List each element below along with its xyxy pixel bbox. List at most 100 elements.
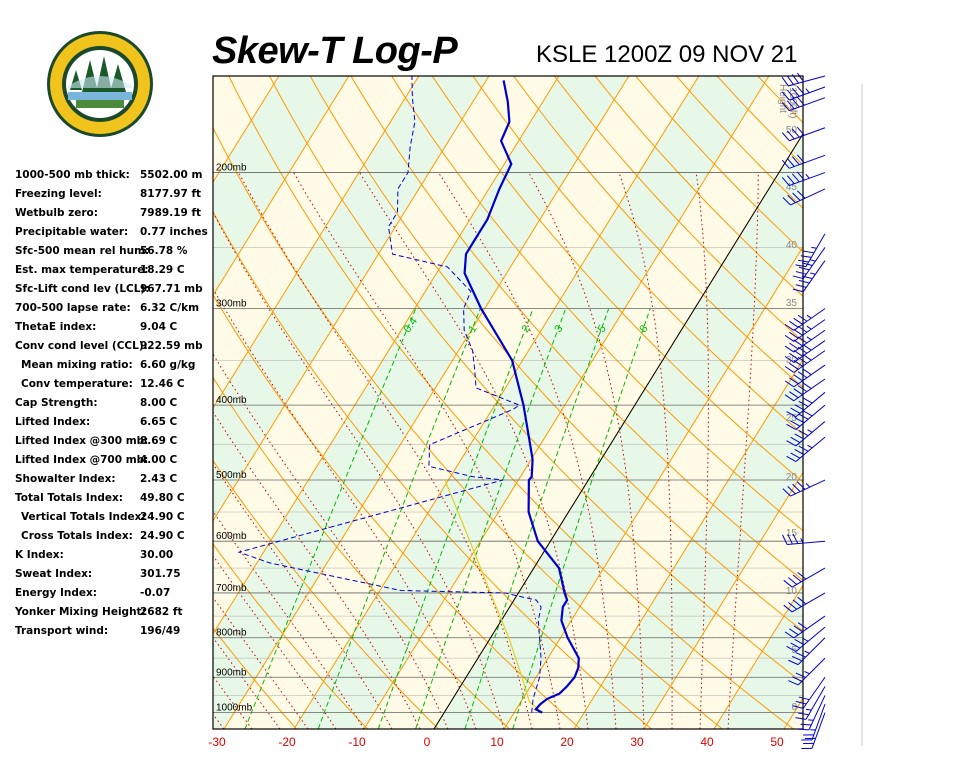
pressure-label: 800mb <box>216 628 247 639</box>
height-label: 0 <box>791 702 797 713</box>
mixing-ratio-label: 2 <box>519 323 532 335</box>
wind-barb <box>792 676 826 709</box>
wind-barb <box>784 378 826 402</box>
index-row: Sfc-500 mean rel hum: 56.78 % <box>15 242 215 261</box>
index-value: 967.71 mb <box>140 283 203 295</box>
index-label: Vertical Totals Index: <box>21 511 146 523</box>
index-value: 18.29 C <box>140 264 185 276</box>
index-label: K Index: <box>15 549 64 561</box>
index-label: ThetaE index: <box>15 321 97 333</box>
temperature-tick-label: 40 <box>700 735 714 749</box>
index-row: Showalter Index: 2.43 C <box>15 470 215 489</box>
wind-barb <box>781 96 826 112</box>
index-value: 9.04 C <box>140 321 178 333</box>
index-label: Sweat Index: <box>15 568 93 580</box>
height-label: 25 <box>786 413 798 424</box>
pressure-label: 1000mb <box>216 703 253 714</box>
temperature-tick-label: 0 <box>424 735 431 749</box>
index-label: Cap Strength: <box>15 397 98 409</box>
index-row: 700-500 lapse rate: 6.32 C/km <box>15 299 215 318</box>
height-label: 35 <box>786 298 798 309</box>
index-label: Wetbulb zero: <box>15 207 98 219</box>
index-row: Conv cond level (CCL): 922.59 mb <box>15 337 215 356</box>
pressure-label: 400mb <box>216 395 247 406</box>
isotherm <box>213 76 560 635</box>
isotherm-band <box>224 76 699 729</box>
wind-barb <box>788 637 826 666</box>
mixing-ratio-line <box>415 308 567 729</box>
mixing-ratio-label: 1 <box>466 323 479 335</box>
wind-barb <box>782 533 826 546</box>
index-label: Sfc-Lift cond lev (LCL): <box>15 283 150 295</box>
index-row: Precipitable water: 0.77 inches <box>15 223 215 242</box>
temperature-tick-label: 30 <box>630 735 644 749</box>
index-label: Transport wind: <box>15 625 109 637</box>
wind-barb <box>784 329 826 353</box>
chart-title: Skew-T Log-P <box>212 30 458 72</box>
index-value: 56.78 % <box>140 245 188 257</box>
index-row: Freezing level: 8177.97 ft <box>15 185 215 204</box>
isotherm <box>643 471 803 729</box>
index-value: 6.65 C <box>140 416 178 428</box>
height-label: 50 <box>786 125 798 136</box>
index-row: K Index: 30.00 <box>15 546 215 565</box>
isotherm <box>573 358 803 729</box>
index-value: 8177.97 ft <box>140 188 202 200</box>
index-row: Wetbulb zero: 7989.19 ft <box>15 204 215 223</box>
pressure-label: 500mb <box>216 470 247 481</box>
mixing-ratio-line <box>512 308 651 729</box>
index-value: 24.90 C <box>140 530 185 542</box>
wind-barb <box>784 308 826 331</box>
height-label: 15 <box>786 528 798 539</box>
index-value: 49.80 C <box>140 492 185 504</box>
wind-barb <box>783 592 826 613</box>
temperature-tick-label: -20 <box>278 735 296 749</box>
height-axis-title: Height <box>777 84 788 113</box>
index-label: Total Totals Index: <box>15 492 123 504</box>
wind-barb <box>781 72 826 87</box>
isotherm <box>213 76 420 409</box>
wind-barb <box>786 391 826 418</box>
isotherm <box>293 76 700 729</box>
temperature-tick-label: 10 <box>490 735 504 749</box>
index-value: 6.32 C/km <box>140 302 200 314</box>
index-row: ThetaE index: 9.04 C <box>15 318 215 337</box>
wind-barb <box>788 657 826 686</box>
wind-barb <box>783 567 826 588</box>
temperature-tick-label: 50 <box>770 735 784 749</box>
dry-adiabat <box>798 76 803 82</box>
pressure-label: 700mb <box>216 583 247 594</box>
index-row: Mean mixing ratio: 6.60 g/kg <box>15 356 215 375</box>
plot-border <box>212 75 804 730</box>
mixing-ratio-line <box>317 308 481 729</box>
height-label: 10 <box>786 586 798 597</box>
pressure-label: 300mb <box>216 299 247 310</box>
height-axis-title: (1000ft) <box>787 84 798 118</box>
index-value: 7989.19 ft <box>140 207 202 219</box>
index-label: Lifted Index: <box>15 416 91 428</box>
wind-barb <box>782 479 826 497</box>
mixing-ratio-label: 5 <box>596 323 609 335</box>
dry-adiabat <box>839 76 960 729</box>
index-row: Cap Strength: 8.00 C <box>15 394 215 413</box>
wind-barb <box>781 171 826 187</box>
moist-adiabat <box>213 410 421 729</box>
temperature-profile <box>463 80 580 714</box>
height-label: 20 <box>786 472 798 483</box>
isotherm <box>223 76 630 729</box>
moist-adiabat <box>213 554 337 729</box>
index-value: 4.00 C <box>140 454 178 466</box>
index-value: 8.69 C <box>140 435 178 447</box>
index-label: Freezing level: <box>15 188 102 200</box>
index-row: Transport wind: 196/49 <box>15 622 215 641</box>
pressure-label: 200mb <box>216 163 247 174</box>
index-label: 700-500 lapse rate: <box>15 302 131 314</box>
index-row: Sfc-Lift cond lev (LCL): 967.71 mb <box>15 280 215 299</box>
index-label: Sfc-500 mean rel hum: <box>15 245 150 257</box>
dry-adiabat <box>880 76 960 729</box>
index-row: Vertical Totals Index: 24.90 C <box>15 508 215 527</box>
height-label: 40 <box>786 240 798 251</box>
index-label: Precipitable water: <box>15 226 129 238</box>
index-value: 6.60 g/kg <box>140 359 196 371</box>
